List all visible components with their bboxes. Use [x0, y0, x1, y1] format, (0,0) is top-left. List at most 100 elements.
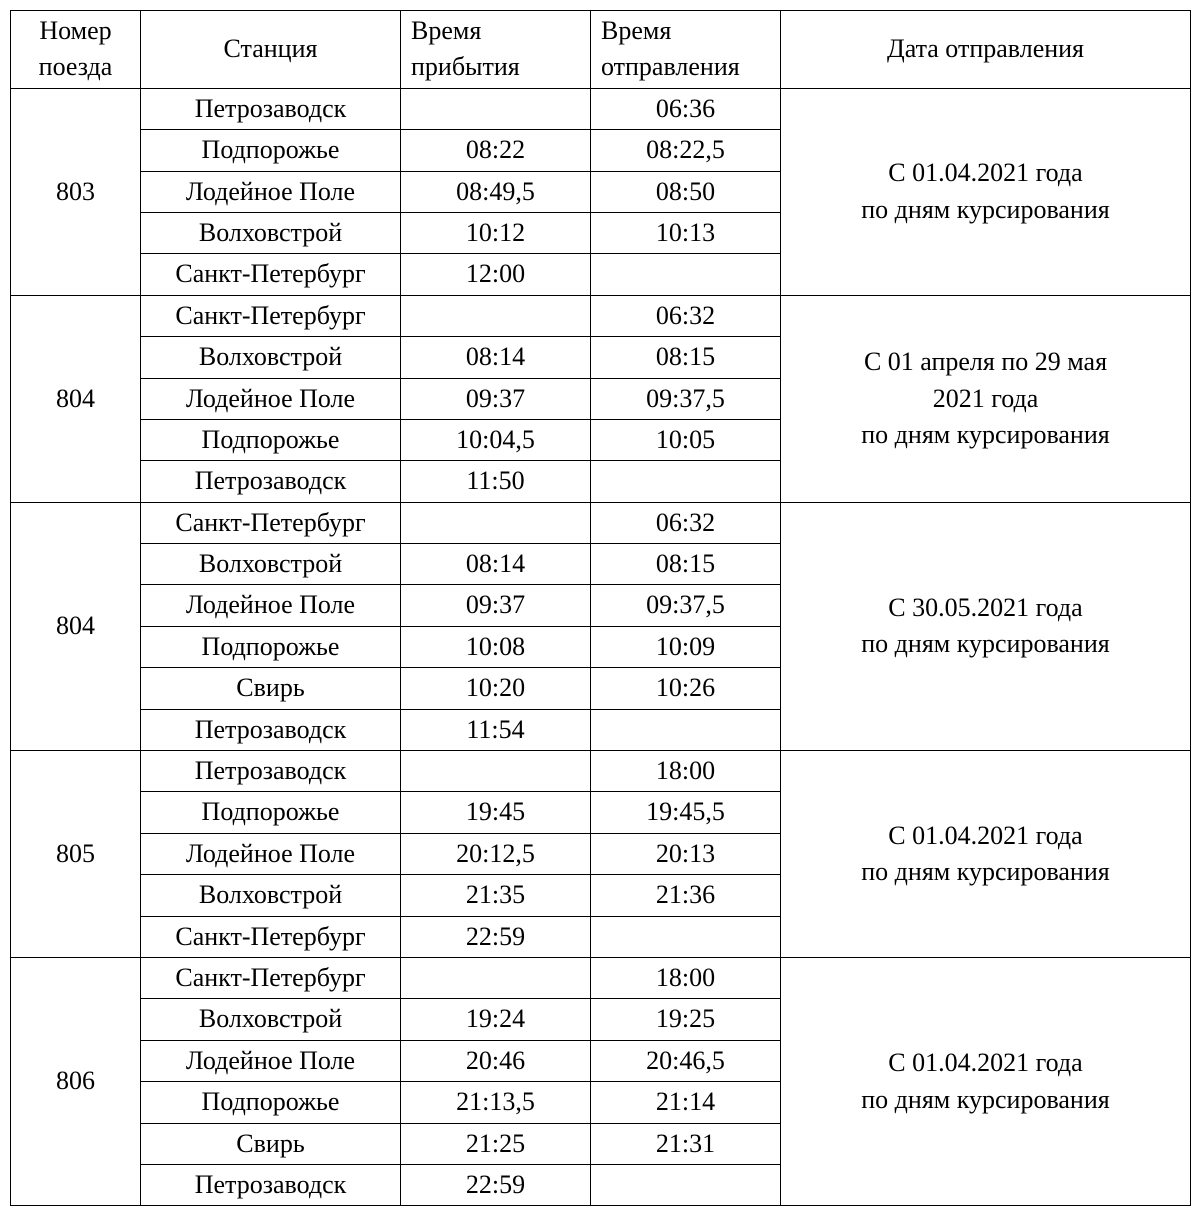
cell-departure: 08:22,5	[591, 130, 781, 171]
cell-departure: 08:15	[591, 544, 781, 585]
cell-departure: 19:25	[591, 999, 781, 1040]
cell-departure: 10:13	[591, 212, 781, 253]
cell-station: Лодейное Поле	[141, 585, 401, 626]
cell-arrival: 08:14	[401, 337, 591, 378]
cell-departure: 20:13	[591, 833, 781, 874]
cell-arrival: 21:35	[401, 875, 591, 916]
cell-station: Петрозаводск	[141, 461, 401, 502]
col-header-date: Дата отправления	[781, 11, 1191, 89]
table-header-row: Номер поезда Станция Время прибытия Врем…	[11, 11, 1191, 89]
cell-arrival	[401, 957, 591, 998]
cell-train-no: 804	[11, 502, 141, 750]
cell-departure	[591, 1164, 781, 1205]
cell-station: Санкт-Петербург	[141, 295, 401, 336]
cell-arrival: 10:08	[401, 626, 591, 667]
cell-departure: 10:05	[591, 419, 781, 460]
cell-station: Волховстрой	[141, 544, 401, 585]
cell-train-no: 804	[11, 295, 141, 502]
train-schedule-table: Номер поезда Станция Время прибытия Врем…	[10, 10, 1191, 1206]
cell-station: Подпорожье	[141, 1082, 401, 1123]
table-row: 804Санкт-Петербург06:32С 01 апреля по 29…	[11, 295, 1191, 336]
cell-arrival	[401, 502, 591, 543]
cell-arrival: 22:59	[401, 1164, 591, 1205]
cell-departure: 09:37,5	[591, 585, 781, 626]
cell-station: Лодейное Поле	[141, 833, 401, 874]
cell-date: С 01 апреля по 29 мая2021 годапо дням ку…	[781, 295, 1191, 502]
col-header-station: Станция	[141, 11, 401, 89]
cell-arrival: 08:49,5	[401, 171, 591, 212]
cell-arrival: 09:37	[401, 378, 591, 419]
cell-arrival: 21:13,5	[401, 1082, 591, 1123]
cell-station: Подпорожье	[141, 792, 401, 833]
cell-station: Подпорожье	[141, 626, 401, 667]
cell-arrival: 08:22	[401, 130, 591, 171]
cell-arrival: 10:12	[401, 212, 591, 253]
cell-station: Волховстрой	[141, 999, 401, 1040]
table-row: 804Санкт-Петербург06:32С 30.05.2021 года…	[11, 502, 1191, 543]
col-header-train-no: Номер поезда	[11, 11, 141, 89]
cell-station: Подпорожье	[141, 419, 401, 460]
cell-departure: 10:09	[591, 626, 781, 667]
cell-arrival: 12:00	[401, 254, 591, 295]
cell-station: Петрозаводск	[141, 751, 401, 792]
cell-departure: 21:36	[591, 875, 781, 916]
cell-arrival	[401, 751, 591, 792]
cell-departure: 08:50	[591, 171, 781, 212]
cell-departure	[591, 461, 781, 502]
cell-station: Лодейное Поле	[141, 378, 401, 419]
cell-train-no: 803	[11, 88, 141, 295]
cell-arrival: 21:25	[401, 1123, 591, 1164]
col-header-arrival: Время прибытия	[401, 11, 591, 89]
cell-train-no: 805	[11, 751, 141, 958]
cell-arrival	[401, 295, 591, 336]
cell-arrival: 19:45	[401, 792, 591, 833]
cell-station: Волховстрой	[141, 875, 401, 916]
cell-departure	[591, 254, 781, 295]
cell-station: Петрозаводск	[141, 709, 401, 750]
cell-departure: 21:14	[591, 1082, 781, 1123]
cell-arrival: 19:24	[401, 999, 591, 1040]
cell-date: С 01.04.2021 годапо дням курсирования	[781, 751, 1191, 958]
table-row: 803Петрозаводск06:36С 01.04.2021 годапо …	[11, 88, 1191, 129]
cell-departure	[591, 709, 781, 750]
cell-departure: 10:26	[591, 668, 781, 709]
cell-arrival: 22:59	[401, 916, 591, 957]
cell-departure: 20:46,5	[591, 1040, 781, 1081]
cell-arrival: 11:50	[401, 461, 591, 502]
table-row: 806Санкт-Петербург18:00С 01.04.2021 года…	[11, 957, 1191, 998]
cell-arrival: 20:12,5	[401, 833, 591, 874]
cell-arrival: 10:04,5	[401, 419, 591, 460]
cell-station: Санкт-Петербург	[141, 916, 401, 957]
cell-arrival	[401, 88, 591, 129]
cell-station: Свирь	[141, 1123, 401, 1164]
cell-station: Свирь	[141, 668, 401, 709]
cell-station: Лодейное Поле	[141, 171, 401, 212]
cell-station: Санкт-Петербург	[141, 957, 401, 998]
cell-date: С 01.04.2021 годапо дням курсирования	[781, 957, 1191, 1205]
cell-date: С 30.05.2021 годапо дням курсирования	[781, 502, 1191, 750]
cell-arrival: 10:20	[401, 668, 591, 709]
cell-departure: 19:45,5	[591, 792, 781, 833]
cell-departure: 06:32	[591, 502, 781, 543]
col-header-departure: Время отправления	[591, 11, 781, 89]
cell-station: Лодейное Поле	[141, 1040, 401, 1081]
cell-station: Подпорожье	[141, 130, 401, 171]
cell-departure	[591, 916, 781, 957]
cell-departure: 06:32	[591, 295, 781, 336]
cell-departure: 08:15	[591, 337, 781, 378]
cell-departure: 06:36	[591, 88, 781, 129]
cell-station: Санкт-Петербург	[141, 254, 401, 295]
cell-arrival: 20:46	[401, 1040, 591, 1081]
cell-station: Волховстрой	[141, 337, 401, 378]
cell-arrival: 11:54	[401, 709, 591, 750]
cell-departure: 18:00	[591, 957, 781, 998]
cell-station: Петрозаводск	[141, 1164, 401, 1205]
cell-departure: 18:00	[591, 751, 781, 792]
cell-departure: 09:37,5	[591, 378, 781, 419]
cell-train-no: 806	[11, 957, 141, 1205]
table-row: 805Петрозаводск18:00С 01.04.2021 годапо …	[11, 751, 1191, 792]
cell-station: Санкт-Петербург	[141, 502, 401, 543]
cell-arrival: 09:37	[401, 585, 591, 626]
cell-departure: 21:31	[591, 1123, 781, 1164]
cell-arrival: 08:14	[401, 544, 591, 585]
